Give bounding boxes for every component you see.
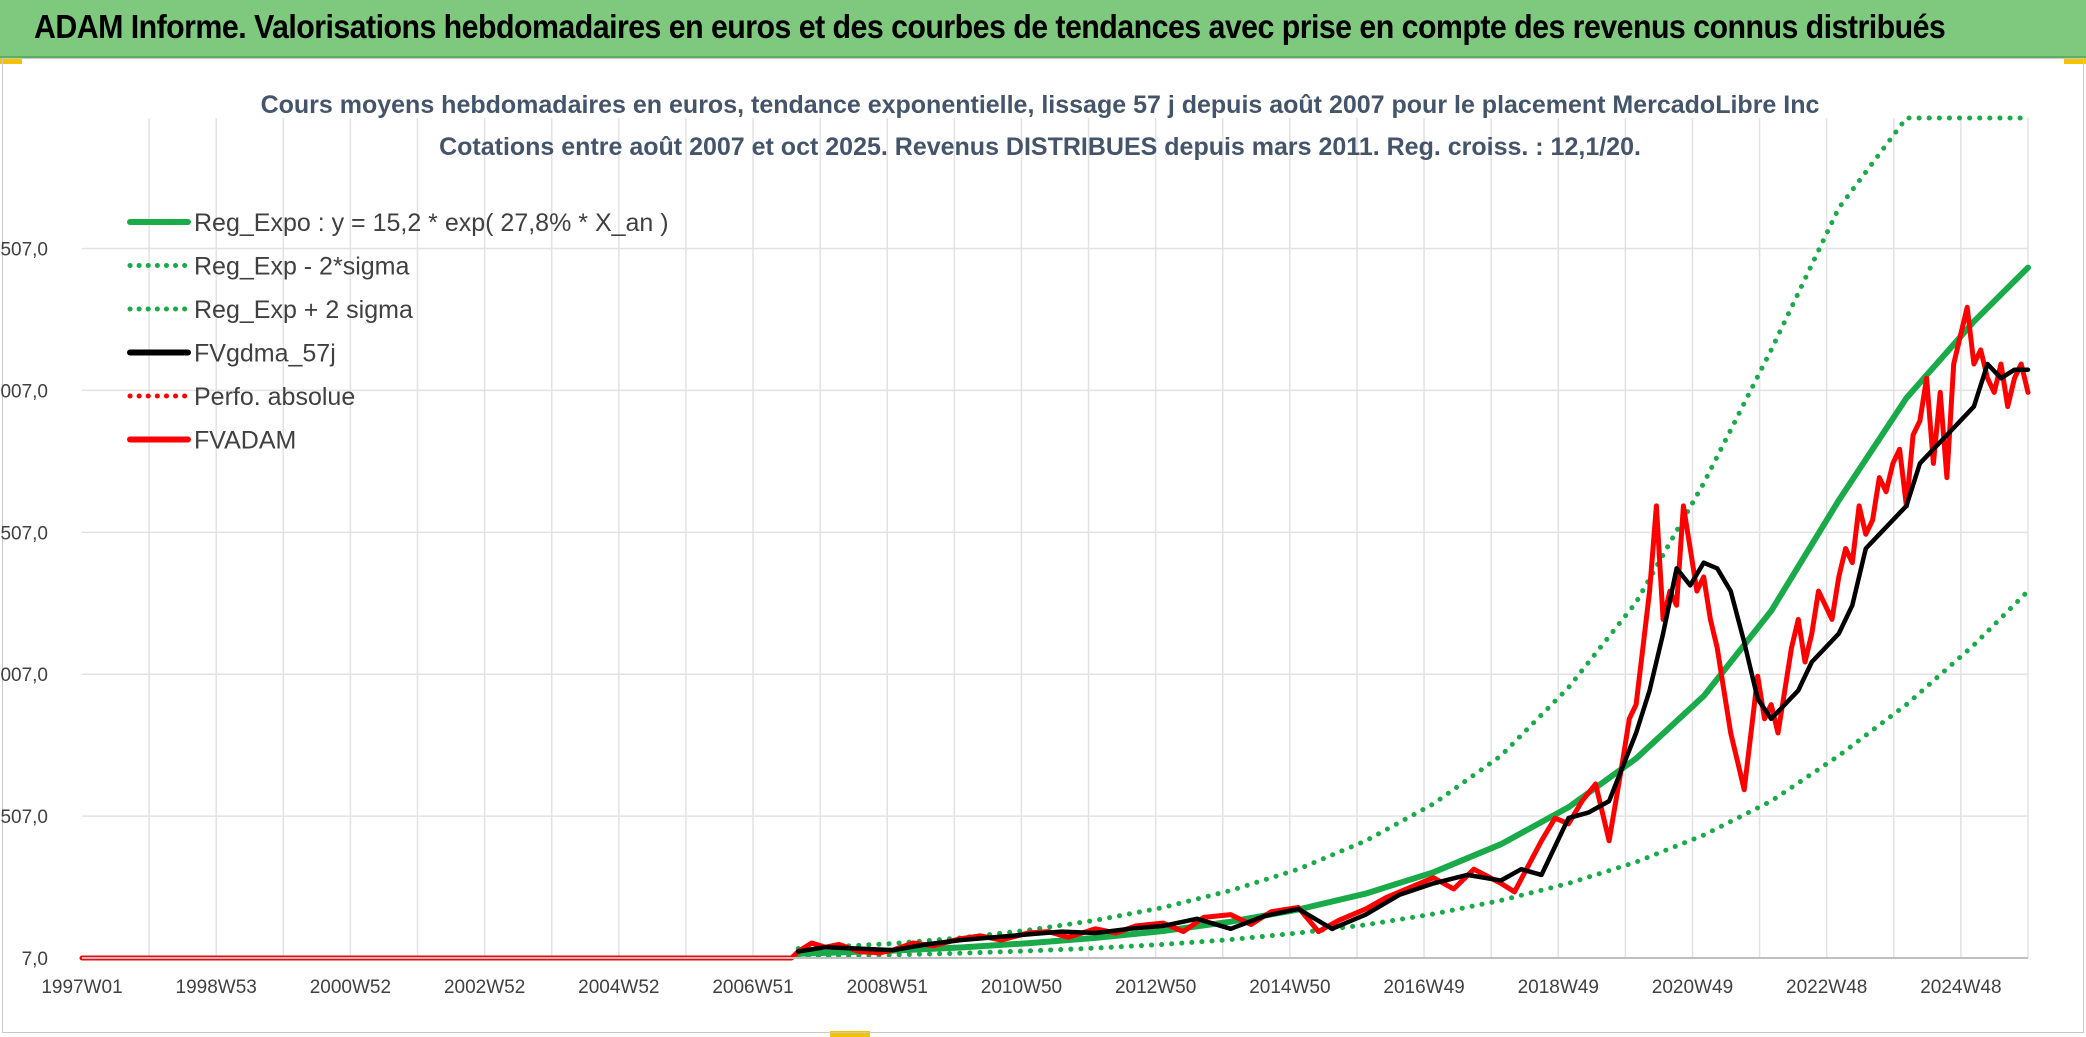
corner-accent-bottom [830,1031,870,1037]
x-tick-label: 2024W48 [1920,977,2001,998]
x-tick-label: 2000W52 [310,977,391,998]
x-tick-label: 2018W49 [1518,977,1599,998]
y-tick-label: 507,0 [0,807,48,828]
chart-title: Cours moyens hebdomadaires en euros, ten… [261,91,1820,119]
legend-label: Reg_Exp - 2*sigma [194,253,409,281]
corner-accent-right [2064,58,2086,64]
page-title: ADAM Informe. Valorisations hebdomadaire… [34,8,1946,45]
x-tick-label: 2022W48 [1786,977,1867,998]
series-line-1 [795,588,2031,960]
corner-accent-left [0,58,22,64]
legend-label: FVgdma_57j [194,340,336,368]
series-line-5 [79,304,2031,961]
legend-label: Reg_Expo : y = 15,2 * exp( 27,8% * X_an … [194,209,669,237]
x-tick-label: 2004W52 [578,977,659,998]
legend-label: Perfo. absolue [194,383,355,411]
y-tick-label: 2 507,0 [0,240,48,261]
axis-layer: 7,0 507,0 1 007,0 1 507,0 2 007,0 2 507,0 1997… [0,240,2028,998]
x-tick-label: 2008W51 [847,977,928,998]
legend: Reg_Expo : y = 15,2 * exp( 27,8% * X_an … [127,209,669,455]
x-tick-label: 1998W53 [176,977,257,998]
header-banner: ADAM Informe. Valorisations hebdomadaire… [0,0,2086,58]
legend-label: FVADAM [194,427,296,455]
y-tick-label: 1 507,0 [0,523,48,544]
series-line-0 [795,264,2031,957]
x-tick-label: 2012W50 [1115,977,1196,998]
y-tick-label: 1 007,0 [0,665,48,686]
x-tick-label: 2002W52 [444,977,525,998]
chart-frame [2,58,2084,1033]
series-layer [79,115,2031,961]
x-tick-label: 1997W01 [41,977,122,998]
series-line-2 [795,115,2031,952]
chart-subtitle: Cotations entre août 2007 et oct 2025. R… [439,133,1641,161]
series-line-3 [795,361,2031,954]
y-tick-label: 7,0 [22,949,48,970]
grid-layer [82,118,2029,958]
x-tick-label: 2016W49 [1383,977,1464,998]
x-tick-label: 2020W49 [1652,977,1733,998]
legend-label: Reg_Exp + 2 sigma [194,296,413,324]
x-tick-label: 2010W50 [981,977,1062,998]
y-tick-label: 2 007,0 [0,381,48,402]
x-tick-label: 2014W50 [1249,977,1330,998]
x-tick-label: 2006W51 [712,977,793,998]
